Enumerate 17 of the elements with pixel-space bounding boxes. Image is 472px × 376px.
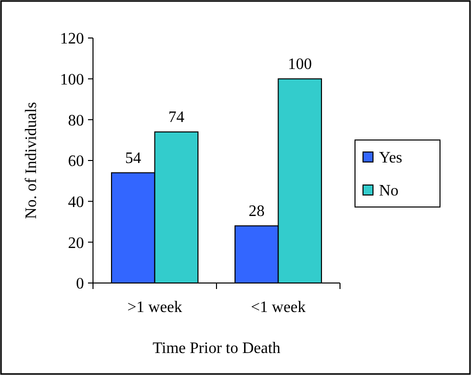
y-tick-label: 120	[60, 30, 84, 48]
legend-label: Yes	[379, 150, 402, 167]
data-label: 54	[125, 150, 142, 167]
y-tick-label: 40	[68, 194, 84, 211]
y-axis-title: No. of Individuals	[23, 102, 40, 219]
x-tick-label: <1 week	[250, 299, 306, 316]
y-tick-label: 60	[68, 153, 84, 170]
x-tick-label: >1 week	[127, 299, 182, 316]
x-axis-title: Time Prior to Death	[152, 340, 280, 357]
data-label: 28	[248, 202, 265, 220]
y-tick-label: 20	[68, 234, 84, 252]
y-tick-label: 80	[68, 112, 84, 130]
legend-label: No	[379, 182, 399, 200]
y-tick-label: 0	[76, 276, 84, 293]
y-tick-label: 100	[60, 71, 84, 88]
data-label: 74	[168, 108, 184, 126]
data-label: 100	[288, 56, 312, 73]
